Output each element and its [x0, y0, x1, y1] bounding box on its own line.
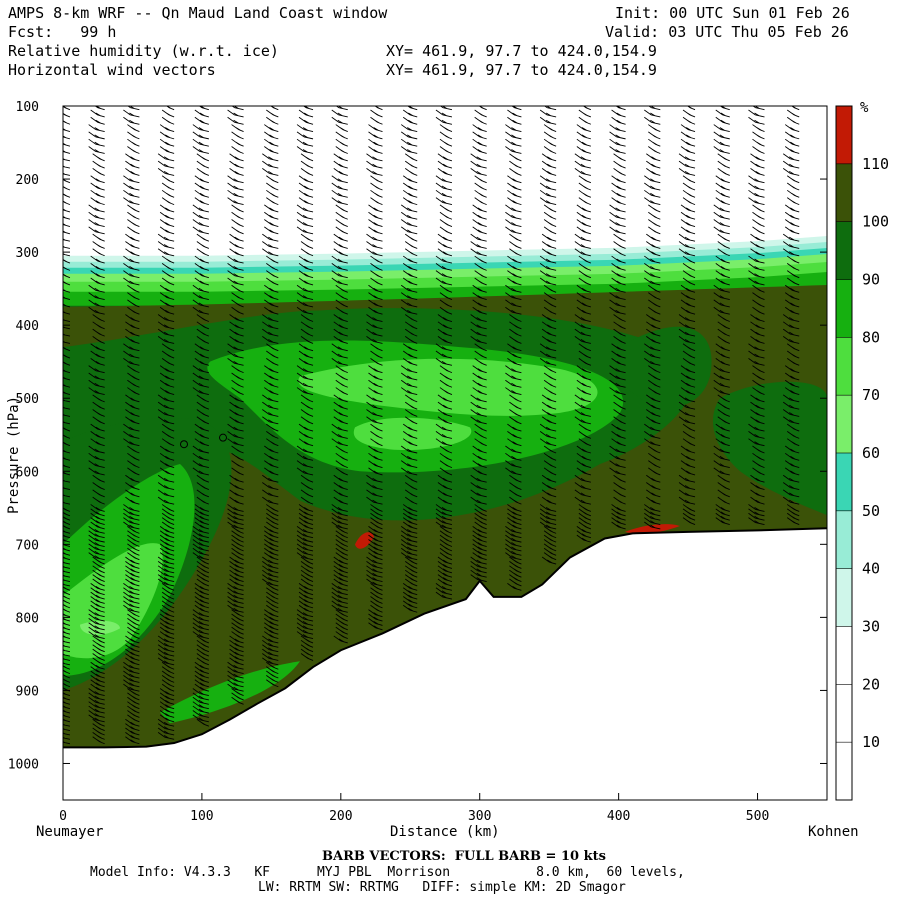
contour-minimum-marker — [180, 440, 188, 449]
x-tick-label: 200 — [329, 809, 352, 824]
colorbar-level-label: 90 — [862, 271, 880, 289]
left-endpoint-label: Neumayer — [36, 824, 104, 840]
wind-barb-column — [574, 106, 592, 543]
colorbar-level-label: 80 — [862, 328, 880, 346]
wind-barb-column — [748, 106, 765, 526]
wind-barb-column — [366, 106, 383, 631]
colorbar-swatch — [836, 453, 852, 511]
wind-barb-column — [470, 106, 487, 583]
x-tick-label: 500 — [746, 809, 769, 824]
colorbar-level-label: 30 — [862, 618, 880, 636]
colorbar-swatch — [836, 279, 852, 338]
y-tick-label: 100 — [16, 100, 39, 115]
x-tick-label: 400 — [607, 809, 630, 824]
colorbar-swatch — [836, 568, 852, 627]
contour-minimum-marker — [219, 433, 227, 442]
barb-legend: BARB VECTORS: FULL BARB = 10 kts — [322, 849, 606, 864]
colorbar-swatch — [836, 163, 852, 222]
forecast-hour: Fcst: 99 h — [8, 23, 117, 41]
chart-title: AMPS 8-km WRF -- Qn Maud Land Coast wind… — [8, 4, 388, 22]
colorbar-level-label: 70 — [862, 386, 880, 404]
init-time: Init: 00 UTC Sun 01 Feb 26 — [615, 4, 850, 22]
wind-barb-column — [644, 106, 661, 530]
colorbar-swatch — [836, 742, 852, 800]
y-tick-label: 900 — [16, 684, 39, 699]
colorbar-swatch — [836, 684, 852, 743]
x-tick-label: 300 — [468, 809, 491, 824]
rh-supersat-110-a — [355, 532, 374, 549]
wind-barb-column — [400, 106, 418, 613]
wind-barb-column — [505, 106, 522, 591]
x-tick-label: 100 — [190, 809, 213, 824]
wind-barb-column — [435, 106, 453, 600]
right-endpoint-label: Kohnen — [808, 824, 859, 840]
y-tick-label: 400 — [16, 319, 39, 334]
wind-barb-column — [331, 106, 348, 644]
wind-barb-column — [539, 106, 557, 565]
x-axis-label: Distance (km) — [390, 824, 500, 840]
colorbar-level-label: 40 — [862, 560, 880, 578]
wind-barb-column — [157, 106, 175, 740]
colorbar-level-label: 110 — [862, 155, 889, 173]
wind-barb-column — [296, 106, 314, 661]
wind-barb-column — [88, 106, 105, 745]
y-tick-label: 600 — [16, 465, 39, 480]
plot-frame — [62, 105, 828, 801]
wind-barb-column — [227, 106, 244, 705]
y-tick-label: 200 — [16, 173, 39, 188]
colorbar-swatch — [836, 106, 852, 164]
wind-barb-column — [713, 106, 730, 526]
wind-barb-column — [609, 106, 626, 530]
rh-supersat-110-b — [625, 524, 680, 534]
y-tick-label: 300 — [16, 246, 39, 261]
field-name-wind: Horizontal wind vectors — [8, 61, 216, 79]
rh-blob-upper-70 — [298, 358, 598, 416]
colorbar-swatch — [836, 626, 852, 685]
colorbar-unit: % — [860, 100, 869, 116]
xy-line-2: XY= 461.9, 97.7 to 424.0,154.9 — [386, 61, 657, 79]
y-tick-label: 500 — [16, 392, 39, 407]
terrain-surface-line — [63, 527, 827, 749]
y-tick-label: 1000 — [8, 757, 39, 772]
rh-blob-east-90 — [611, 326, 712, 408]
terrain-mask — [63, 528, 827, 800]
colorbar-swatch — [836, 337, 852, 396]
colorbar-swatch — [836, 510, 852, 569]
colorbar-level-label: 100 — [862, 213, 889, 231]
y-axis-label: Pressure (hPa) — [6, 396, 22, 514]
wind-barb-column — [63, 106, 71, 745]
colorbar-level-label: 20 — [862, 675, 880, 693]
wind-barb-column — [123, 106, 140, 745]
wind-barb-column — [192, 106, 210, 727]
valid-time: Valid: 03 UTC Thu 05 Feb 26 — [605, 23, 849, 41]
model-info-line1: Model Info: V4.3.3 KF MYJ PBL Morrison 8… — [90, 865, 685, 880]
y-tick-label: 800 — [16, 611, 39, 626]
wind-barb-column — [782, 106, 800, 526]
colorbar-level-label: 60 — [862, 444, 880, 462]
colorbar-swatch — [836, 221, 852, 280]
field-name-rh: Relative humidity (w.r.t. ice) — [8, 42, 279, 60]
colorbar-level-label: 50 — [862, 502, 880, 520]
x-tick-label: 0 — [59, 809, 67, 824]
y-tick-label: 700 — [16, 538, 39, 553]
colorbar-swatch — [836, 395, 852, 453]
xy-line-1: XY= 461.9, 97.7 to 424.0,154.9 — [386, 42, 657, 60]
colorbar-level-label: 10 — [862, 733, 880, 751]
wind-barb-column — [262, 106, 279, 688]
model-info-line2: LW: RRTM SW: RRTMG DIFF: simple KM: 2D S… — [258, 880, 626, 895]
wind-barb-column — [678, 106, 696, 526]
